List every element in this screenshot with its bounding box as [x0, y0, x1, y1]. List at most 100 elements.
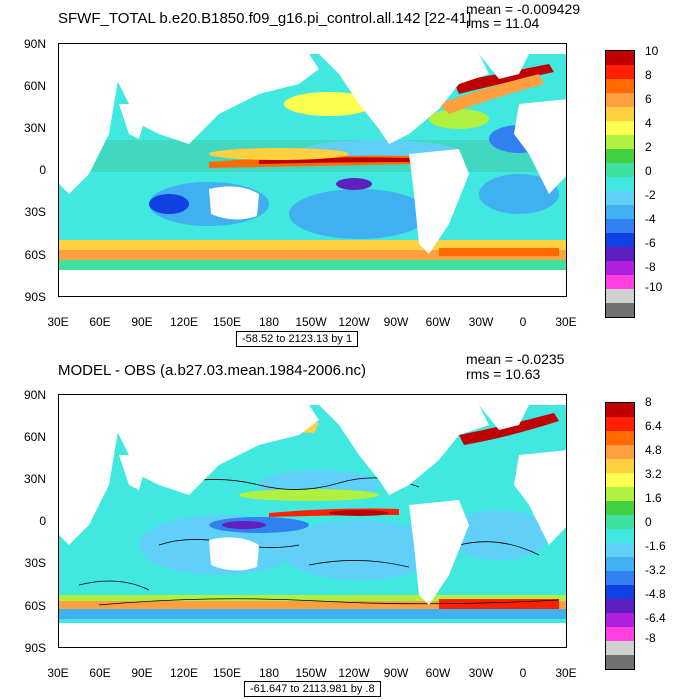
colorbar-swatch	[606, 163, 634, 177]
colorbar-swatch	[606, 93, 634, 107]
lon-label: 30E	[47, 666, 69, 680]
colorbar-swatch	[606, 571, 634, 585]
colorbar-label: 4.8	[645, 443, 662, 457]
colorbar-swatch	[606, 191, 634, 205]
lat-label: 30S	[24, 556, 46, 570]
lon-label: 60E	[89, 666, 111, 680]
colorbar-swatch	[606, 459, 634, 473]
lon-label: 90W	[383, 666, 409, 680]
map-panel-bottom: MODEL - OBS (a.b27.03.mean.1984-2006.nc)…	[0, 350, 700, 700]
lat-label: 60N	[23, 79, 46, 93]
colorbar-label: -3.2	[645, 563, 666, 577]
colorbar-label: 4	[645, 116, 652, 130]
colorbar-swatch	[606, 501, 634, 515]
colorbar-label: 6.4	[645, 419, 662, 433]
colorbar-swatch	[606, 445, 634, 459]
lat-label: 0	[39, 163, 46, 177]
colorbar-swatch	[606, 613, 634, 627]
colorbar-label: -8	[645, 631, 656, 645]
lon-label: 180	[258, 315, 280, 329]
colorbar-swatch	[606, 51, 634, 65]
colorbar-label: 8	[645, 395, 652, 409]
lon-label: 0	[519, 666, 527, 680]
panel-title: SFWF_TOTAL b.e20.B1850.f09_g16.pi_contro…	[58, 10, 472, 27]
lon-label: 30W	[468, 315, 494, 329]
mean-value: mean = -0.009429	[466, 1, 581, 17]
colorbar-label: 3.2	[645, 467, 662, 481]
lon-label: 120E	[169, 666, 199, 680]
lon-label: 0	[519, 315, 527, 329]
colorbar-label: 2	[645, 140, 652, 154]
colorbar-swatch	[606, 627, 634, 641]
map-plot	[58, 394, 567, 648]
colorbar-swatch	[606, 543, 634, 557]
colorbar-swatch	[606, 557, 634, 571]
colorbar-swatch	[606, 177, 634, 191]
colorbar-label: 0	[645, 515, 652, 529]
lat-label: 60S	[24, 248, 46, 262]
lat-label: 30N	[23, 472, 46, 486]
lat-label: 90N	[23, 37, 46, 51]
lon-label: 30E	[555, 666, 577, 680]
colorbar-swatch	[606, 599, 634, 613]
lon-label: 30W	[468, 666, 494, 680]
colorbar-label: 8	[645, 68, 652, 82]
lat-label: 90S	[24, 290, 46, 304]
colorbar-swatch	[606, 417, 634, 431]
lon-label: 60W	[425, 666, 451, 680]
colorbar-swatch	[606, 121, 634, 135]
lat-label: 60N	[23, 430, 46, 444]
colorbar-label: -2	[645, 188, 656, 202]
lon-label: 60E	[89, 315, 111, 329]
colorbar-label: 6	[645, 92, 652, 106]
colorbar-swatch	[606, 107, 634, 121]
map-plot	[58, 43, 567, 297]
lon-label: 90W	[383, 315, 409, 329]
colorbar-swatch	[606, 149, 634, 163]
colorbar-label: -6	[645, 236, 656, 250]
colorbar-label: -1.6	[645, 539, 666, 553]
lat-label: 30N	[23, 121, 46, 135]
colorbar-swatch	[606, 79, 634, 93]
colorbar-swatch	[606, 487, 634, 501]
rms-value: rms = 10.63	[466, 366, 541, 382]
panel-title: MODEL - OBS (a.b27.03.mean.1984-2006.nc)	[58, 362, 366, 379]
lon-label: 180	[258, 666, 280, 680]
colorbar-swatch	[606, 655, 634, 669]
contour-range-label: -61.647 to 2113.981 by .8	[244, 681, 381, 697]
colorbar-label: -4	[645, 212, 656, 226]
lon-label: 30E	[555, 315, 577, 329]
colorbar-label: 10	[645, 44, 659, 58]
lat-label: 0	[39, 514, 46, 528]
colorbar-swatch	[606, 641, 634, 655]
lon-label: 120W	[338, 666, 370, 680]
colorbar-swatch	[606, 275, 634, 289]
lon-label: 120E	[169, 315, 199, 329]
lat-label: 90S	[24, 641, 46, 655]
lat-label: 30S	[24, 205, 46, 219]
contour-range-label: -58.52 to 2123.13 by 1	[236, 331, 359, 347]
colorbar-swatch	[606, 403, 634, 417]
lon-label: 60W	[425, 315, 451, 329]
colorbar-swatch	[606, 219, 634, 233]
colorbar-label: 0	[645, 164, 652, 178]
ocean-field-map	[59, 395, 566, 647]
lon-label: 90E	[131, 666, 153, 680]
colorbar-swatch	[606, 261, 634, 275]
colorbar-swatch	[606, 233, 634, 247]
colorbar-swatch	[606, 431, 634, 445]
mean-value: mean = -0.0235	[466, 351, 565, 367]
colorbar-label: -4.8	[645, 587, 666, 601]
lon-label: 90E	[131, 315, 153, 329]
colorbar-swatch	[606, 529, 634, 543]
colorbar-label: 1.6	[645, 491, 662, 505]
colorbar-label: -6.4	[645, 611, 666, 625]
colorbar-swatch	[606, 289, 634, 303]
colorbar-swatch	[606, 247, 634, 261]
lon-label: 150W	[295, 666, 327, 680]
lat-label: 60S	[24, 599, 46, 613]
colorbar	[605, 402, 635, 670]
lon-label: 120W	[338, 315, 370, 329]
colorbar-label: -8	[645, 260, 656, 274]
colorbar-swatch	[606, 515, 634, 529]
